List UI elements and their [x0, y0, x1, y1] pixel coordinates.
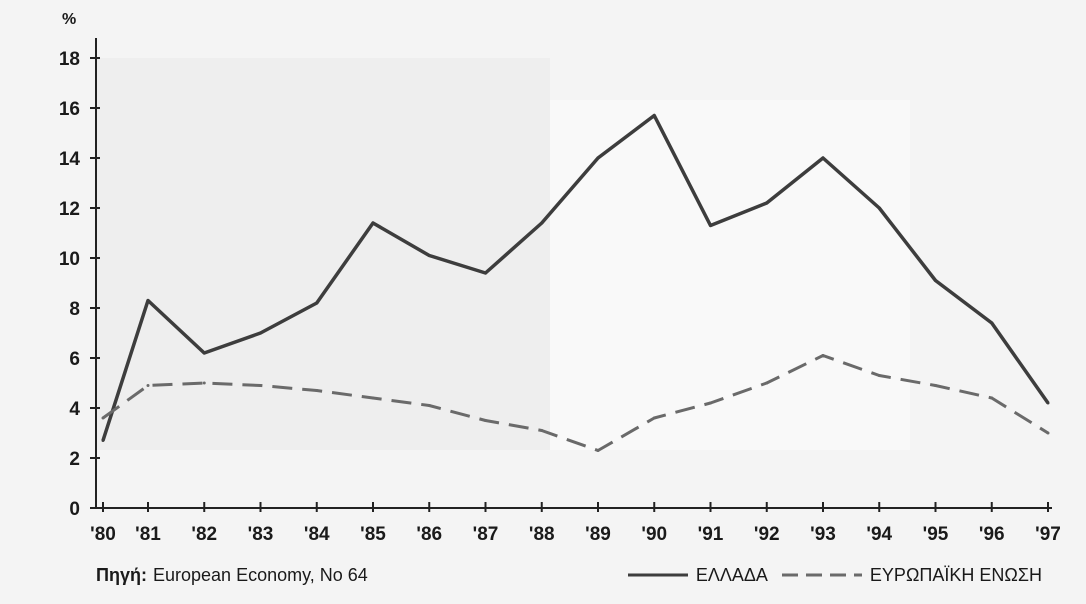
source-text: European Economy, No 64 — [153, 564, 368, 585]
y-tick-label: 8 — [69, 299, 80, 320]
data-point-greece — [202, 351, 206, 355]
x-tick-label: '92 — [754, 524, 780, 545]
x-tick-label: '94 — [866, 524, 892, 545]
data-point-eu — [765, 381, 769, 385]
data-point-greece — [765, 201, 769, 205]
x-tick-label: '84 — [304, 524, 330, 545]
y-tick-label: 10 — [59, 249, 80, 270]
x-tick-label: '80 — [90, 524, 116, 545]
data-point-greece — [484, 271, 487, 275]
data-point-greece — [315, 301, 319, 305]
data-point-greece — [371, 221, 375, 225]
y-tick-label: 16 — [59, 99, 80, 120]
chart-footer: Πηγή: European Economy, No 64 ΕΛΛΑΔΑ ΕΥΡ… — [96, 560, 1042, 590]
data-point-eu — [101, 416, 105, 420]
x-tick-label: '97 — [1035, 524, 1061, 545]
data-point-eu — [315, 389, 319, 392]
legend-item-greece: ΕΛΛΑΔΑ — [627, 564, 768, 586]
x-tick-label: '90 — [641, 524, 667, 545]
x-tick-label: '93 — [810, 524, 836, 545]
legend-swatch-dashed — [781, 573, 862, 577]
x-tick-label: '88 — [529, 524, 555, 545]
x-tick-label: '81 — [135, 524, 161, 545]
data-point-eu — [427, 404, 431, 407]
data-point-eu — [540, 429, 544, 432]
data-point-eu — [146, 384, 150, 387]
data-point-greece — [709, 224, 712, 227]
y-tick-label: 12 — [59, 199, 80, 220]
x-tick-label: '87 — [473, 524, 499, 545]
x-tick-label: '85 — [360, 524, 386, 545]
x-tick-label: '95 — [923, 524, 949, 545]
y-unit-label: % — [62, 11, 76, 28]
data-point-greece — [146, 299, 150, 302]
legend-label-eu: ΕΥΡΩΠΑΪΚΗ ΕΝΩΣΗ — [869, 564, 1042, 585]
legend-label-greece: ΕΛΛΑΔΑ — [695, 564, 768, 585]
data-point-greece — [259, 331, 262, 335]
data-point-greece — [821, 156, 825, 160]
data-point-eu — [259, 384, 262, 387]
y-tick-label: 4 — [69, 399, 80, 420]
plot-shade-right — [550, 100, 910, 450]
y-tick-label: 2 — [69, 449, 80, 470]
data-point-greece — [877, 206, 881, 210]
legend-item-eu: ΕΥΡΩΠΑΪΚΗ ΕΝΩΣΗ — [781, 564, 1042, 586]
data-point-greece — [427, 254, 431, 257]
y-tick-label: 0 — [69, 499, 80, 520]
y-tick-label: 14 — [59, 149, 81, 170]
data-point-eu — [821, 354, 825, 357]
x-tick-label: '89 — [585, 524, 611, 545]
data-point-eu — [877, 374, 881, 377]
data-point-eu — [934, 384, 937, 387]
series-layer — [101, 113, 1050, 452]
data-point-eu — [709, 401, 712, 405]
data-point-eu — [1046, 431, 1050, 435]
source-label: Πηγή: — [96, 564, 147, 585]
y-tick-label: 6 — [69, 349, 80, 370]
data-point-eu — [990, 396, 994, 400]
x-tick-label: '91 — [698, 524, 724, 545]
data-point-greece — [652, 114, 656, 117]
data-point-eu — [596, 449, 600, 452]
series-line-eu — [102, 354, 1049, 452]
x-tick-label: '83 — [248, 524, 274, 545]
axes: 0 2 4 6 8 10 12 14 16 18 '80 '81 '82 '83 '84 '85 '86 '87 '… — [59, 38, 1061, 545]
data-point-greece — [101, 439, 105, 442]
y-tick-label: 18 — [59, 49, 80, 70]
data-point-greece — [596, 156, 600, 160]
plot-shade-left — [96, 58, 550, 450]
legend: ΕΛΛΑΔΑ ΕΥΡΩΠΑΪΚΗ ΕΝΩΣΗ — [627, 564, 1042, 586]
x-tick-label: '96 — [979, 524, 1005, 545]
data-point-greece — [1046, 401, 1050, 405]
data-point-eu — [484, 419, 487, 422]
legend-swatch-solid — [627, 573, 688, 577]
series-line-greece — [101, 113, 1050, 442]
data-point-greece — [540, 221, 544, 225]
data-point-eu — [202, 381, 206, 385]
x-tick-label: '86 — [416, 524, 442, 545]
data-point-greece — [990, 321, 994, 325]
x-tick-label: '82 — [191, 524, 217, 545]
data-point-greece — [934, 279, 937, 282]
data-point-eu — [652, 416, 656, 420]
source-note: Πηγή: European Economy, No 64 — [96, 565, 368, 586]
data-point-eu — [371, 396, 375, 400]
